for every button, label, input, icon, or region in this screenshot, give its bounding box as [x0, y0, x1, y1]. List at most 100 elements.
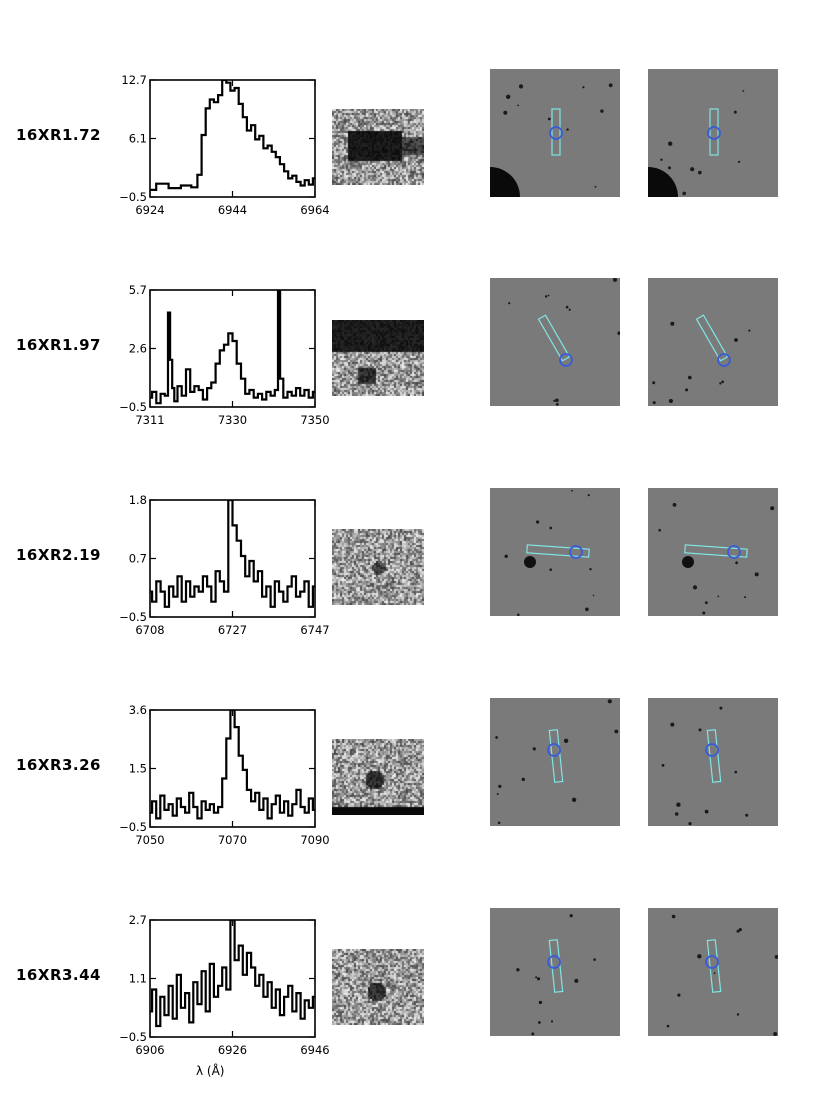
background-source: [738, 928, 742, 932]
background-source: [736, 929, 740, 933]
imaging-panel: [490, 488, 620, 616]
spectrum-line: [150, 920, 315, 1028]
slit-outline: [695, 314, 729, 362]
y-tick-label: −0.5: [119, 820, 147, 834]
imaging-panel: [648, 908, 778, 1036]
background-source: [692, 585, 698, 590]
x-tick-label: 6924: [135, 203, 164, 217]
source-circle: [717, 353, 731, 367]
background-source: [497, 821, 501, 825]
x-tick-label: 7350: [300, 413, 329, 427]
background-source: [698, 728, 702, 732]
background-source: [671, 914, 676, 919]
x-tick-label: 6964: [300, 203, 329, 217]
background-source: [672, 503, 677, 507]
background-source: [668, 141, 673, 146]
background-source: [547, 294, 550, 297]
background-source: [754, 572, 759, 577]
background-source: [565, 305, 569, 309]
background-source: [652, 381, 656, 385]
background-source: [676, 802, 681, 807]
background-source: [607, 699, 612, 704]
x-tick-label: 6944: [218, 203, 247, 217]
background-source: [582, 86, 585, 89]
background-source: [538, 1021, 541, 1024]
source-circle: [705, 955, 719, 969]
object-label: 16XR1.72: [16, 126, 101, 144]
background-source: [738, 160, 741, 163]
figure-row: 16XR3.26 3.6 1.5 −0.5 7050 7070 7090: [0, 690, 830, 900]
bright-galaxy: [490, 167, 520, 197]
imaging-panel: [490, 908, 620, 1036]
y-tick-label: 5.7: [129, 283, 147, 297]
source-circle: [707, 126, 721, 140]
object-label: 16XR3.44: [16, 966, 101, 984]
background-source: [555, 403, 559, 406]
slit-outline: [684, 544, 748, 558]
2d-spectrum-canvas: [332, 529, 424, 605]
background-source: [719, 706, 723, 710]
background-source: [563, 738, 569, 743]
imaging-svg: [661, 706, 749, 826]
background-source: [587, 494, 590, 497]
spectrum-line: [150, 710, 315, 820]
spectrum-plot: 3.6 1.5 −0.5 7050 7070 7090: [84, 690, 334, 850]
spectrum-plot: 5.7 2.6 −0.5 7311 7330 7350: [84, 270, 334, 430]
background-source: [704, 601, 708, 605]
x-tick-label: 6946: [300, 1043, 329, 1057]
y-tick-label: −0.5: [119, 610, 147, 624]
background-source: [536, 977, 541, 981]
2d-spectrum-canvas: [332, 320, 424, 396]
imaging-svg: [666, 914, 778, 1036]
background-source: [697, 954, 702, 959]
background-source: [742, 90, 745, 92]
slit-outline: [548, 939, 564, 993]
background-source: [698, 170, 702, 175]
y-tick-label: 3.6: [129, 703, 147, 717]
background-source: [735, 561, 738, 565]
background-source: [690, 167, 695, 172]
y-tick-label: 12.7: [121, 73, 147, 87]
bright-star: [682, 556, 694, 568]
x-axis-label: λ (Å): [196, 1064, 225, 1078]
figure-row: 16XR3.44 2.7 1.1 −0.5 6906 6926 6946: [0, 900, 830, 1110]
background-source: [571, 797, 577, 802]
slit-outline: [537, 314, 571, 362]
x-tick-label: 6906: [135, 1043, 164, 1057]
background-source: [574, 978, 579, 983]
background-source: [736, 1013, 740, 1016]
figure-row: 16XR2.19 1.8 0.7 −0.5 6708 6727 6747: [0, 480, 830, 690]
background-source: [688, 375, 692, 380]
y-tick-label: 2.6: [129, 342, 147, 356]
background-source: [600, 109, 604, 113]
background-source: [571, 489, 573, 492]
imaging-svg: [648, 90, 745, 197]
2d-spectrum-cutout: [332, 739, 424, 815]
background-source: [719, 382, 722, 385]
background-source: [713, 972, 716, 974]
background-source: [594, 185, 597, 188]
2d-spectrum-cutout: [332, 320, 424, 396]
source-circle: [549, 126, 563, 140]
background-source: [682, 191, 686, 196]
background-source: [674, 812, 679, 816]
background-source: [685, 388, 689, 392]
object-label: 16XR3.26: [16, 756, 101, 774]
y-tick-label: 0.7: [129, 552, 147, 566]
background-source: [617, 331, 620, 335]
background-source: [508, 302, 511, 305]
spectrum-line: [150, 290, 315, 405]
slit-outline: [551, 108, 561, 156]
imaging-panel: [648, 278, 778, 406]
background-source: [504, 554, 508, 558]
x-tick-label: 7070: [218, 833, 247, 847]
background-source: [568, 308, 571, 311]
y-tick-label: −0.5: [119, 1030, 147, 1044]
y-tick-label: −0.5: [119, 400, 147, 414]
background-source: [592, 594, 595, 597]
source-circle: [559, 353, 573, 367]
object-label: 16XR1.97: [16, 336, 101, 354]
